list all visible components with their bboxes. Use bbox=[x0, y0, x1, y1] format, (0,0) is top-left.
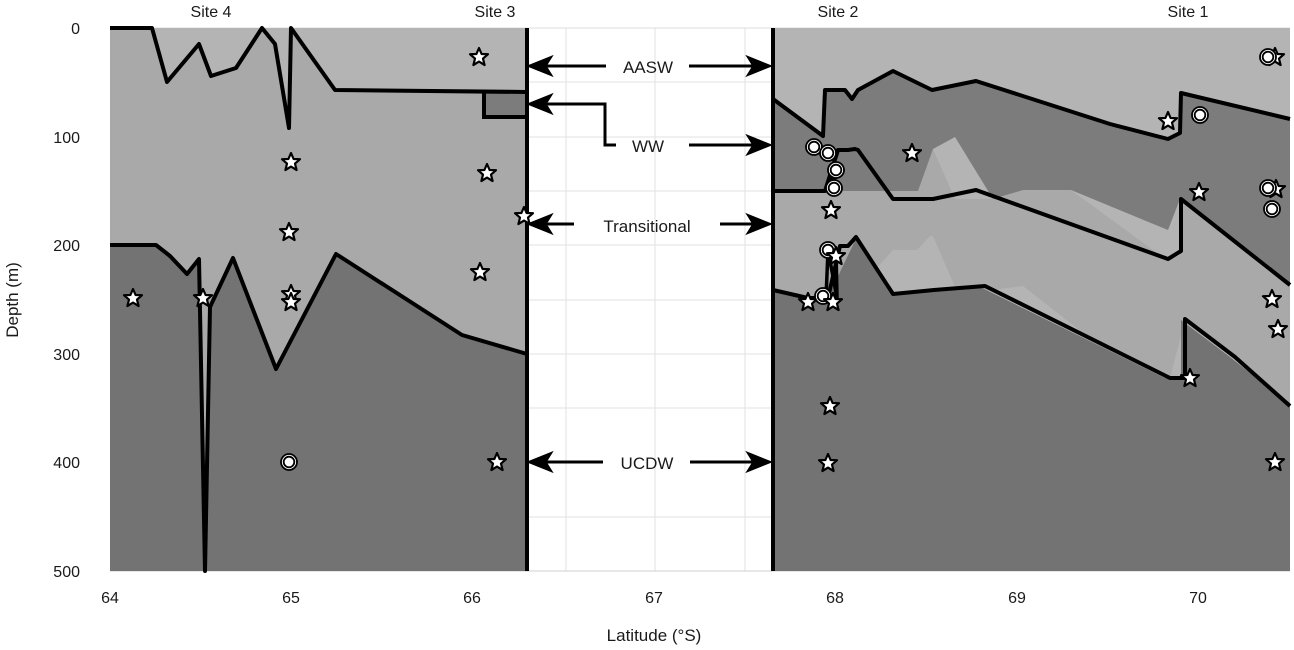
ww-box-outline bbox=[482, 92, 527, 119]
water-mass-annotations bbox=[525, 54, 774, 474]
x-tick: 67 bbox=[645, 590, 663, 607]
label-aasw: AASW bbox=[623, 58, 673, 77]
ring-marker-icon bbox=[1263, 200, 1281, 218]
ring-marker-icon bbox=[1259, 179, 1277, 197]
label-ww: WW bbox=[632, 137, 664, 156]
y-tick: 0 bbox=[71, 21, 80, 38]
x-axis-label: Latitude (°S) bbox=[607, 626, 702, 645]
x-tick: 69 bbox=[1008, 590, 1026, 607]
y-tick: 100 bbox=[53, 130, 80, 147]
ring-marker-icon bbox=[819, 144, 837, 162]
x-tick: 68 bbox=[826, 590, 844, 607]
site-label-2: Site 2 bbox=[818, 4, 859, 21]
transitional-boundary-east bbox=[772, 235, 1292, 408]
label-transitional: Transitional bbox=[603, 217, 690, 236]
x-tick: 65 bbox=[282, 590, 300, 607]
ring-marker-icon bbox=[825, 179, 843, 197]
ucdw-zone-west bbox=[110, 245, 527, 571]
transitional-zone-east bbox=[773, 149, 1290, 405]
ring-marker-icon bbox=[280, 453, 298, 471]
aasw-boundary-east bbox=[771, 69, 1291, 141]
site-label-1: Site 1 bbox=[1168, 4, 1209, 21]
y-tick: 400 bbox=[53, 455, 80, 472]
x-tick: 66 bbox=[463, 590, 481, 607]
ring-marker-icon bbox=[1191, 106, 1209, 124]
aasw-zone-west bbox=[110, 28, 527, 128]
label-ucdw: UCDW bbox=[621, 454, 674, 473]
ww-boundary-east bbox=[773, 147, 1292, 287]
x-axis: 64 65 66 67 68 69 70 Latitude (°S) bbox=[101, 590, 1207, 645]
ww-zone-east bbox=[773, 71, 1290, 285]
y-tick: 300 bbox=[53, 347, 80, 364]
site-label-3: Site 3 bbox=[475, 4, 516, 21]
ucdw-boundary-west bbox=[110, 243, 528, 573]
east-panel bbox=[771, 28, 1292, 571]
cluster-connector-lower bbox=[824, 247, 839, 299]
aasw-boundary-west bbox=[110, 26, 528, 130]
ucdw-zone-east bbox=[773, 237, 1290, 571]
x-tick: 70 bbox=[1189, 590, 1207, 607]
site-label-4: Site 4 bbox=[191, 4, 232, 21]
ww-box-west bbox=[484, 92, 527, 117]
y-tick: 500 bbox=[53, 564, 80, 581]
y-axis-label: Depth (m) bbox=[3, 262, 22, 338]
y-axis: 0 100 200 300 400 500 Depth (m) bbox=[3, 21, 80, 581]
y-tick: 200 bbox=[53, 238, 80, 255]
ring-marker-icon bbox=[1259, 48, 1277, 66]
west-panel bbox=[110, 26, 528, 573]
ring-marker-icon bbox=[827, 161, 845, 179]
x-tick: 64 bbox=[101, 590, 119, 607]
